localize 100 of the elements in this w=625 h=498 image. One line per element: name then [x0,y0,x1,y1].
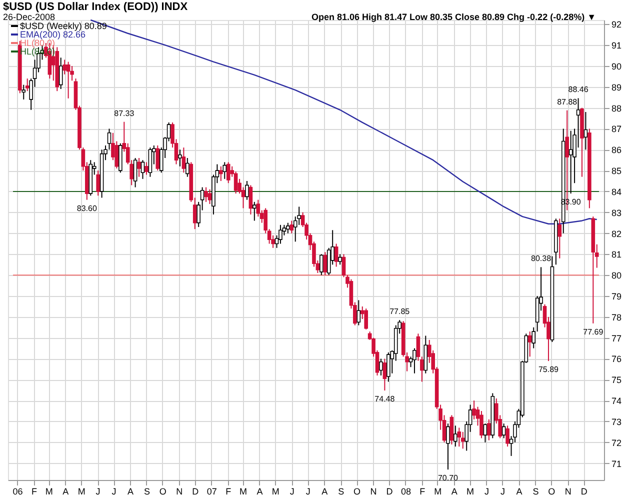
annotation: 77.85 [390,307,410,316]
candlestick [334,243,338,268]
y-tick-label: 79 [612,292,622,302]
candlestick [22,84,26,100]
x-tick-label: J [306,486,310,496]
annotation: 74.48 [374,394,396,404]
candlestick [290,220,294,234]
x-tick-label: S [338,486,344,496]
annotation: 70.70 [438,474,459,483]
x-tick-label: A [256,486,263,496]
x-tick-label: J [96,486,100,496]
candlestick [364,308,368,330]
candlestick [338,254,342,266]
x-tick-label: D [386,486,394,496]
x-tick-label: A [322,486,328,496]
y-tick-label: 83 [612,208,622,218]
annotation: 80.38 [531,254,552,264]
x-tick-label: O [548,486,556,496]
candlestick [252,201,256,222]
x-tick-label: A [451,486,458,496]
candlestick [487,418,491,441]
x-tick-label: F [31,486,38,496]
candlestick [140,160,145,180]
annotation: Open 81.06 High 81.47 Low 80.35 Close 80.89 Chg -0.22 (-0.28%) ▼ [311,12,596,22]
x-tick-label: M [466,486,474,496]
candlestick [144,162,148,176]
candlestick [133,158,138,188]
x-tick-label: J [484,486,490,496]
y-tick-label: 82 [612,228,622,239]
candlestick [222,162,227,180]
candlestick [148,147,152,178]
annotation: 75.89 [538,365,560,374]
x-tick-label: M [434,486,442,496]
candlestick [506,425,510,448]
x-tick-label: A [516,486,522,496]
candlestick [204,186,208,202]
candlestick [320,254,324,276]
x-tick-label: J [500,486,505,496]
candlestick [379,358,383,376]
x-tick-label: J [290,486,294,496]
legend-label: EMA(200) 82.66 [20,30,86,40]
candlestick [446,423,450,470]
candlestick [286,222,290,234]
y-tick-label: 76 [612,354,622,364]
y-tick-label: 81 [612,250,622,260]
chart-subtitle: 26-Dec-2008 [3,12,56,22]
y-tick-label: 89 [612,82,622,92]
candlestick [412,348,416,374]
x-tick-label: O [159,486,166,496]
y-tick-label: 77 [612,333,622,344]
candlestick [208,188,212,204]
candlestick [278,224,282,244]
y-tick-label: 78 [612,312,622,322]
y-tick-label: 75 [612,375,622,386]
candlestick [96,170,100,196]
y-tick-label: 74 [612,396,622,406]
x-tick-label: A [127,486,134,496]
x-tick-label: O [354,486,361,496]
annotation: 83.60 [76,204,98,213]
x-tick-label: S [144,486,150,496]
candlestick [450,414,454,445]
y-tick-label: 92 [612,20,622,30]
y-tick-label: 80 [612,270,622,281]
legend-label: HL(80.0) [20,38,56,48]
candlestick [248,184,253,215]
candlestick [454,425,458,448]
candlestick [584,112,588,150]
x-tick-label: A [62,486,69,496]
candlestick [156,144,160,172]
x-tick-label: N [176,486,183,496]
candlestick [386,352,390,382]
x-tick-label: N [564,486,572,496]
y-tick-label: 90 [612,62,622,72]
x-tick-label: F [226,486,232,496]
x-tick-label: F [420,486,426,496]
x-tick-label: M [272,486,280,496]
y-tick-label: 73 [612,416,622,427]
y-tick-label: 86 [612,145,622,156]
candlestick [382,358,387,392]
x-tick-label: 08 [400,486,411,496]
candlestick [323,252,328,276]
candlestick [219,166,223,182]
candlestick [502,423,506,439]
annotation: 87.88 [557,97,578,106]
legend-label: $USD (Weekly) 80.89 [20,21,107,31]
x-tick-label: J [112,486,116,496]
y-tick-label: 91 [612,40,622,51]
candlestick [558,218,562,259]
candlestick [528,331,532,358]
annotation: 87.33 [114,108,135,118]
x-tick-label: 06 [12,486,23,496]
x-tick-label: N [370,486,377,496]
y-tick-label: 88 [612,103,622,114]
x-tick-label: 07 [206,486,217,496]
candlestick [568,130,573,194]
candlestick [62,59,66,75]
y-tick-label: 72 [612,438,622,448]
candlestick [182,147,186,174]
candlestick [66,61,70,99]
candlestick [483,423,488,443]
